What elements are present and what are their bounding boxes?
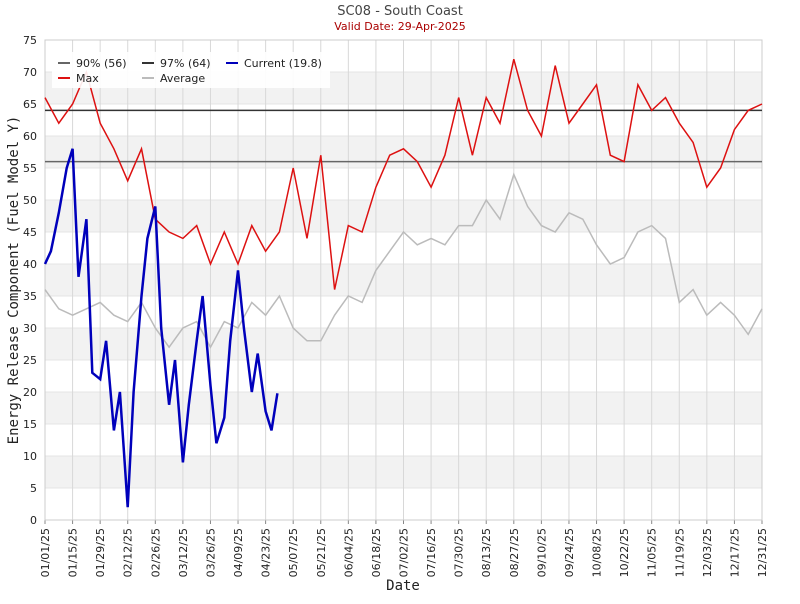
y-tick-label: 60 bbox=[23, 130, 37, 143]
x-tick-label: 06/04/25 bbox=[342, 528, 355, 577]
legend-label: 90% (56) bbox=[76, 57, 127, 70]
series-line bbox=[43, 148, 279, 508]
legend-label: Max bbox=[76, 72, 99, 85]
x-tick-label: 11/19/25 bbox=[673, 528, 686, 577]
y-tick-label: 5 bbox=[30, 482, 37, 495]
x-tick-label: 04/23/25 bbox=[260, 528, 273, 577]
x-tick-label: 01/15/25 bbox=[67, 528, 80, 577]
x-tick-label: 09/10/25 bbox=[535, 528, 548, 577]
y-tick-label: 40 bbox=[23, 258, 37, 271]
y-tick-label: 25 bbox=[23, 354, 37, 367]
y-tick-label: 35 bbox=[23, 290, 37, 303]
x-tick-label: 08/13/25 bbox=[480, 528, 493, 577]
x-tick-label: 12/03/25 bbox=[701, 528, 714, 577]
plot-grid bbox=[44, 39, 763, 521]
x-tick-label: 07/30/25 bbox=[453, 528, 466, 577]
x-tick-label: 12/17/25 bbox=[728, 528, 741, 577]
y-tick-label: 30 bbox=[23, 322, 37, 335]
y-tick-label: 15 bbox=[23, 418, 37, 431]
x-tick-label: 04/09/25 bbox=[232, 528, 245, 577]
y-tick-label: 50 bbox=[23, 194, 37, 207]
legend-label: 97% (64) bbox=[160, 57, 211, 70]
legend-label: Current (19.8) bbox=[244, 57, 322, 70]
x-tick-label: 09/24/25 bbox=[563, 528, 576, 577]
y-tick-label: 10 bbox=[23, 450, 37, 463]
x-tick-label: 05/21/25 bbox=[315, 528, 328, 577]
x-tick-label: 02/12/25 bbox=[122, 528, 135, 577]
x-tick-label: 01/29/25 bbox=[94, 528, 107, 577]
y-tick-label: 65 bbox=[23, 98, 37, 111]
plot-frame bbox=[44, 39, 763, 521]
legend: 90% (56) 97% (64) Current (19.8) Max Average bbox=[52, 52, 330, 88]
x-tick-label: 11/05/25 bbox=[646, 528, 659, 577]
legend-box bbox=[52, 52, 330, 88]
y-axis-label: Energy Release Component (Fuel Model Y) bbox=[6, 116, 22, 445]
x-tick-label: 06/18/25 bbox=[370, 528, 383, 577]
x-tick-label: 10/08/25 bbox=[591, 528, 604, 577]
x-axis-label: Date bbox=[386, 578, 420, 594]
legend-label: Average bbox=[160, 72, 205, 85]
x-tick-label: 07/02/25 bbox=[398, 528, 411, 577]
x-tick-label: 03/26/25 bbox=[204, 528, 217, 577]
x-tick-label: 08/27/25 bbox=[508, 528, 521, 577]
chart-subtitle: Valid Date: 29-Apr-2025 bbox=[334, 20, 466, 33]
y-tick-label: 55 bbox=[23, 162, 37, 175]
series-line bbox=[44, 59, 763, 290]
x-tick-label: 02/26/25 bbox=[149, 528, 162, 577]
chart-title: SC08 - South Coast bbox=[337, 4, 463, 19]
y-tick-label: 0 bbox=[30, 514, 37, 527]
x-tick-label: 07/16/25 bbox=[425, 528, 438, 577]
x-tick-label: 05/07/25 bbox=[287, 528, 300, 577]
y-tick-label: 20 bbox=[23, 386, 37, 399]
y-tick-label: 70 bbox=[23, 66, 37, 79]
x-tick-label: 03/12/25 bbox=[177, 528, 190, 577]
series-line bbox=[44, 172, 763, 349]
y-tick-label: 75 bbox=[23, 34, 37, 47]
x-tick-label: 01/01/25 bbox=[39, 528, 52, 577]
y-tick-label: 45 bbox=[23, 226, 37, 239]
x-tick-label: 10/22/25 bbox=[618, 528, 631, 577]
x-tick-label: 12/31/25 bbox=[756, 528, 769, 577]
